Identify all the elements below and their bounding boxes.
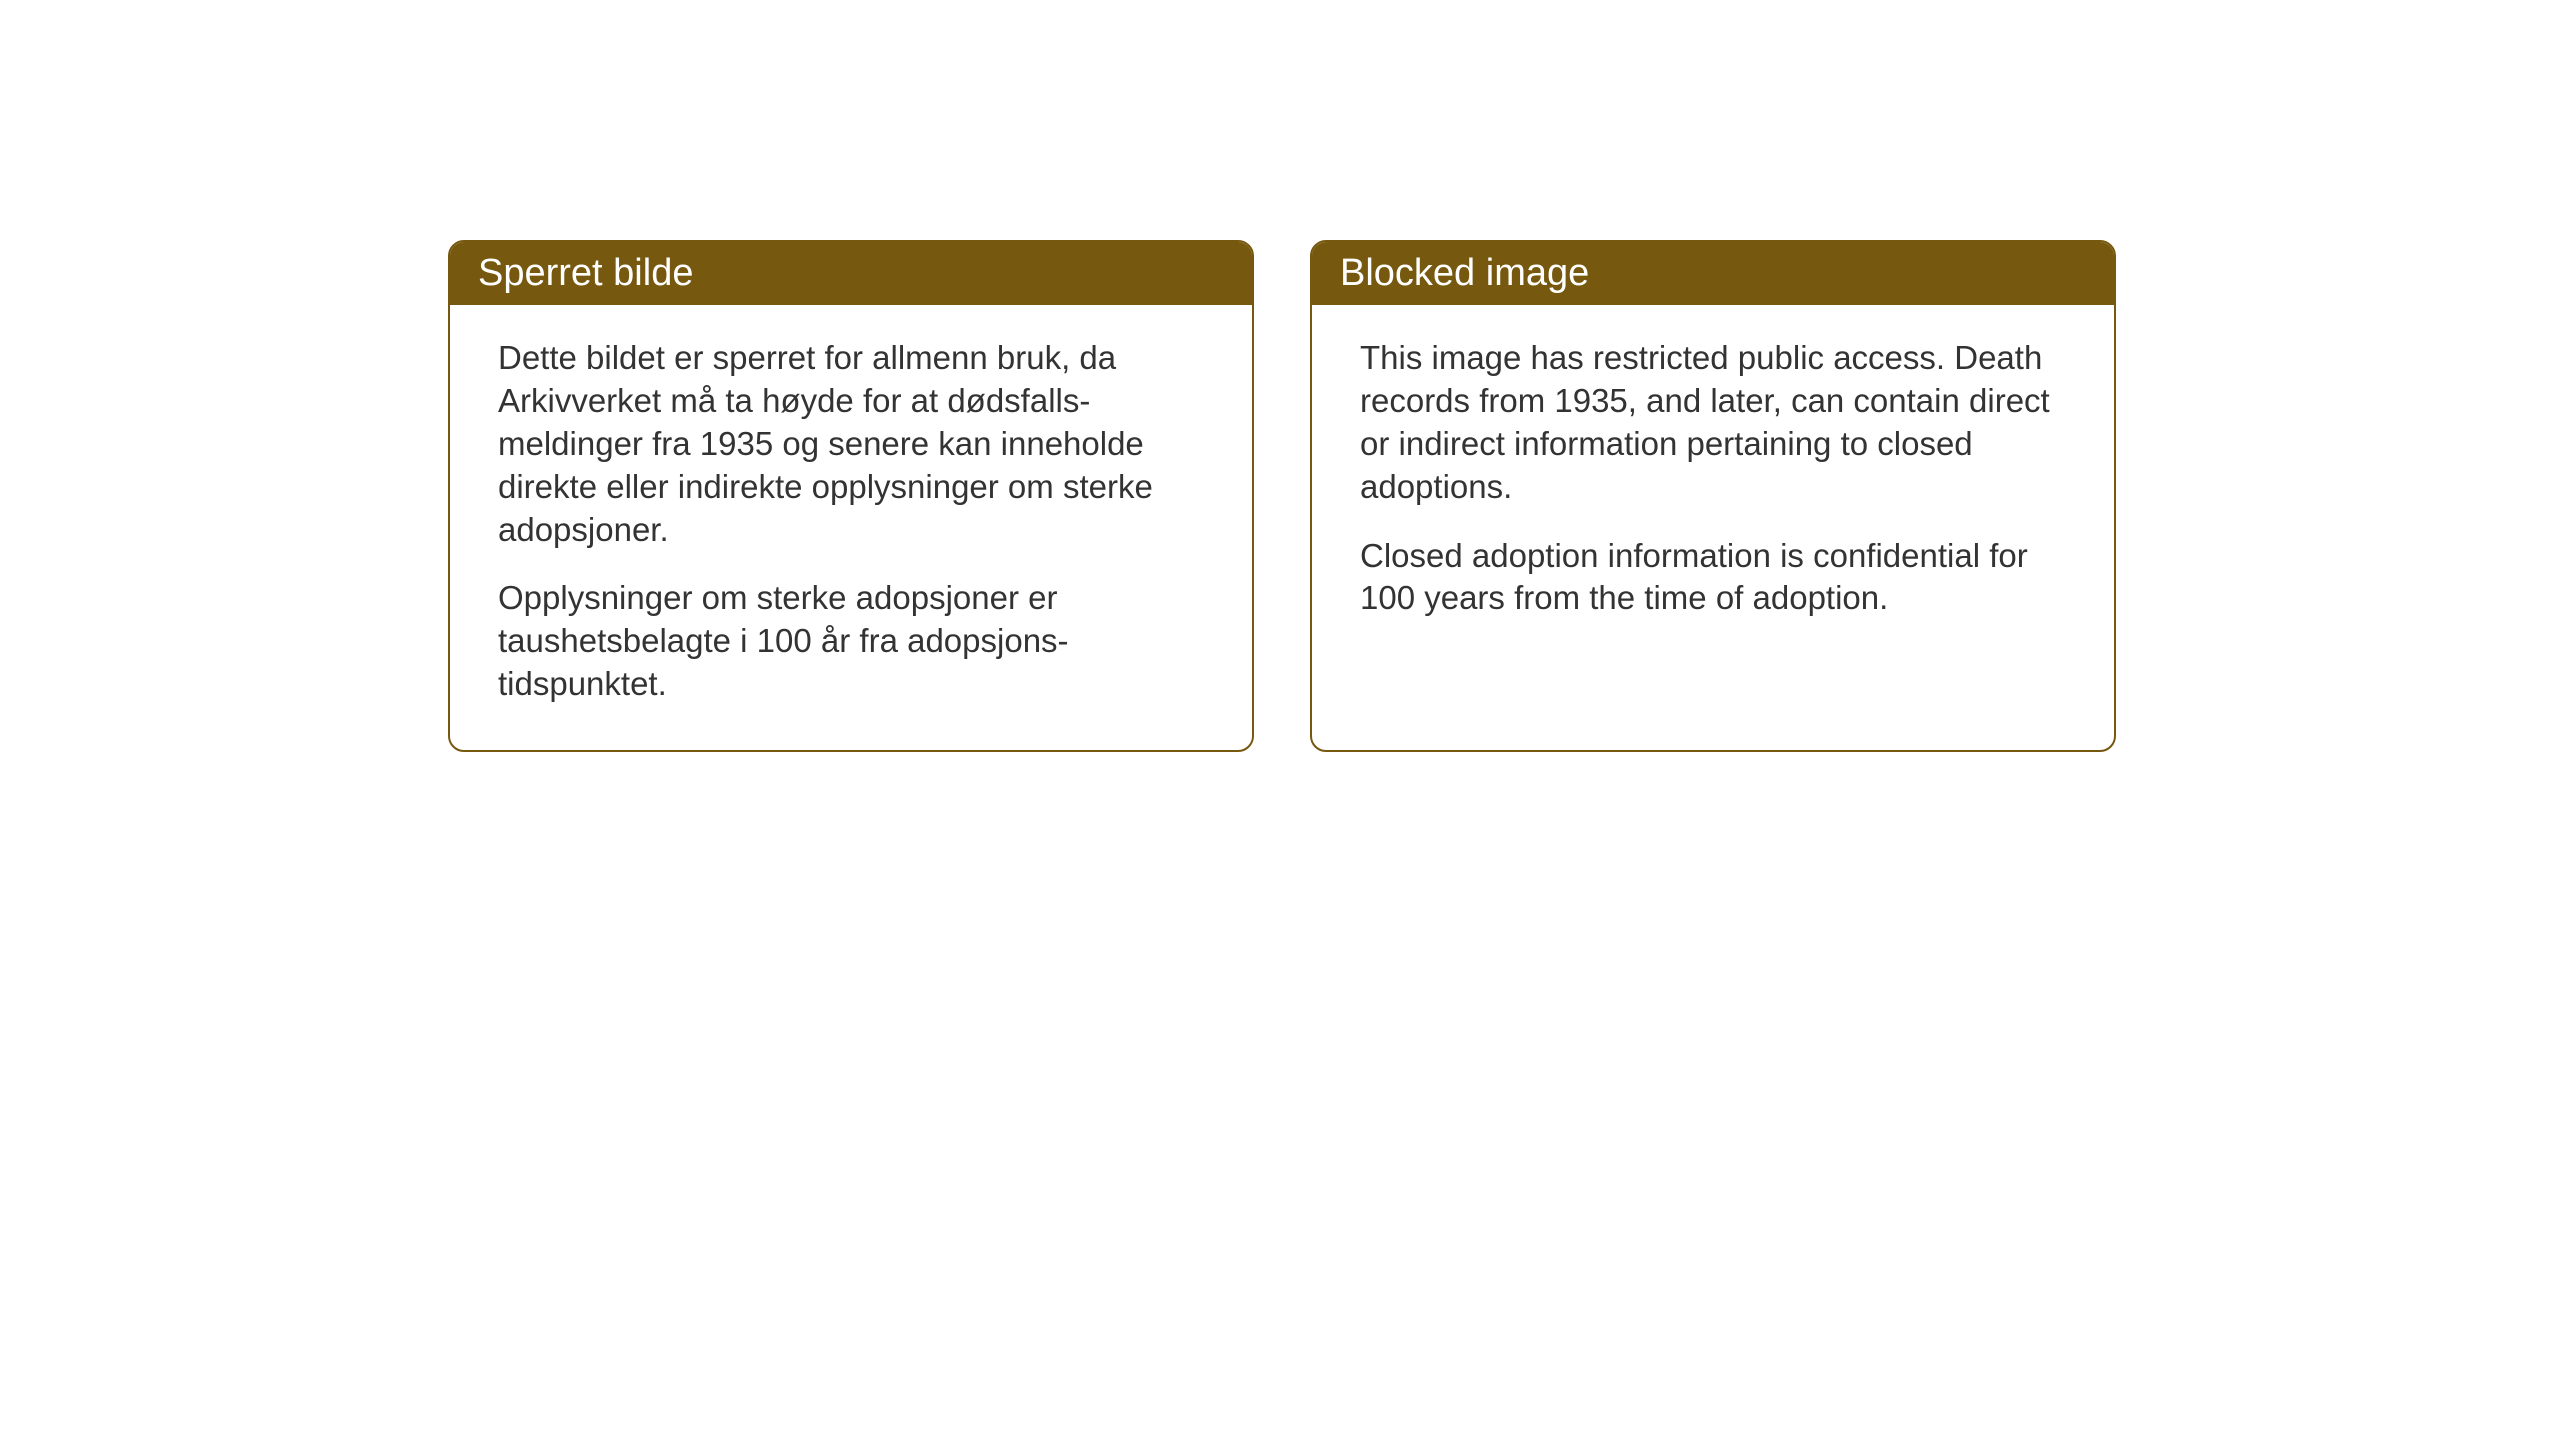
notice-panels-container: Sperret bilde Dette bildet er sperret fo…	[448, 240, 2116, 752]
english-paragraph-1: This image has restricted public access.…	[1360, 337, 2066, 509]
english-panel-title: Blocked image	[1312, 242, 2114, 305]
english-panel-body: This image has restricted public access.…	[1312, 305, 2114, 664]
norwegian-notice-panel: Sperret bilde Dette bildet er sperret fo…	[448, 240, 1254, 752]
english-notice-panel: Blocked image This image has restricted …	[1310, 240, 2116, 752]
norwegian-panel-title: Sperret bilde	[450, 242, 1252, 305]
norwegian-panel-body: Dette bildet er sperret for allmenn bruk…	[450, 305, 1252, 750]
english-paragraph-2: Closed adoption information is confident…	[1360, 535, 2066, 621]
norwegian-paragraph-1: Dette bildet er sperret for allmenn bruk…	[498, 337, 1204, 551]
norwegian-paragraph-2: Opplysninger om sterke adopsjoner er tau…	[498, 577, 1204, 706]
